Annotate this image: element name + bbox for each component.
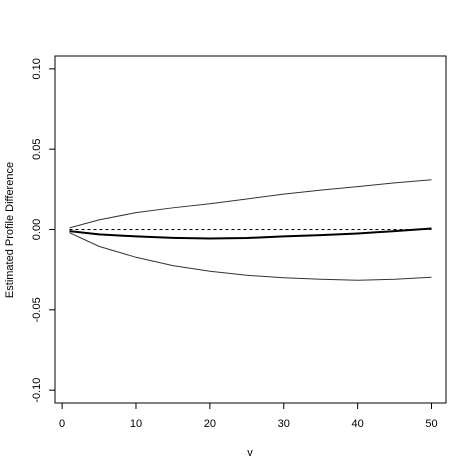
y-tick-label: 0.10 (31, 58, 43, 79)
series-line (69, 179, 432, 229)
x-tick-label: 30 (278, 418, 290, 430)
x-tick-label: 20 (204, 418, 216, 430)
y-tick-label: -0.05 (31, 297, 43, 322)
x-tick-label: 50 (425, 418, 437, 430)
y-tick-label: 0.05 (31, 138, 43, 159)
y-tick-label: -0.10 (31, 378, 43, 403)
series-line (69, 232, 432, 281)
y-axis-label: Estimated Profile Difference (4, 162, 16, 298)
x-tick-label: 40 (352, 418, 364, 430)
y-tick-label: 0.00 (31, 219, 43, 240)
x-axis-label: v (247, 447, 253, 459)
x-tick-label: 10 (130, 418, 142, 430)
x-tick-label: 0 (59, 418, 65, 430)
series-line (69, 227, 432, 240)
